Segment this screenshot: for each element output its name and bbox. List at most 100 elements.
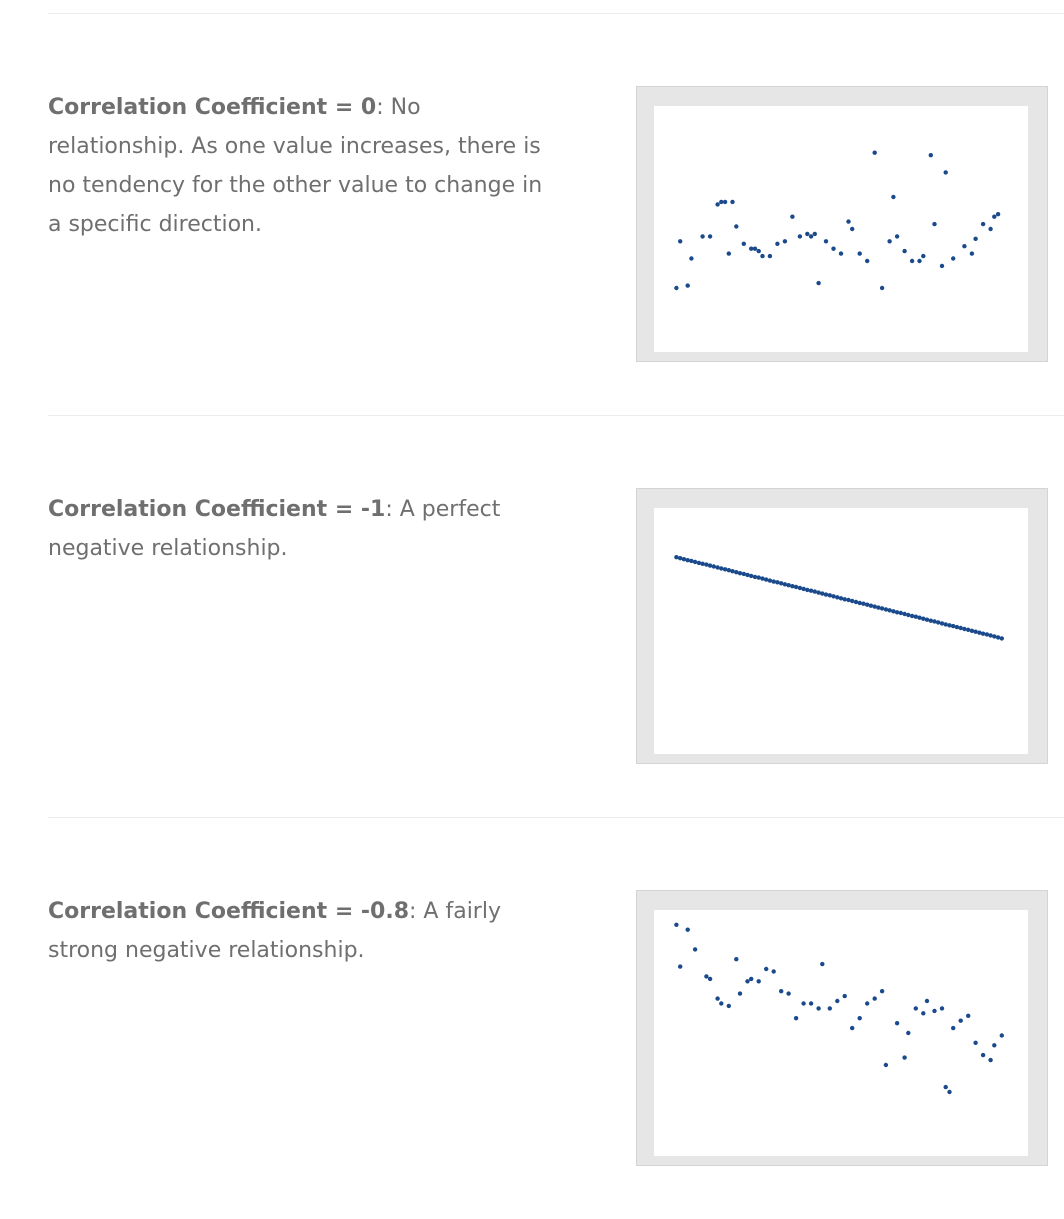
description-correlation-0: Correlation Coefficient = 0: No relation… — [48, 88, 558, 244]
scatter-point — [939, 263, 945, 269]
scatter-point — [722, 567, 728, 572]
scatter-point — [700, 561, 705, 566]
scatter-point — [749, 573, 754, 579]
scatter-point — [756, 979, 761, 984]
scatter-point — [872, 604, 877, 609]
scatter-point — [951, 1025, 956, 1031]
scatter-point — [902, 611, 907, 617]
scatter-point — [865, 602, 870, 607]
scatter-point — [980, 1052, 986, 1058]
scatter-point — [801, 1001, 806, 1006]
scatter-point — [823, 239, 829, 244]
scatter-point — [831, 594, 836, 599]
scatter-point — [835, 998, 840, 1004]
scatter-point — [988, 633, 993, 638]
top-divider — [48, 13, 1064, 14]
scatter-point — [966, 627, 971, 632]
scatter-point — [722, 199, 728, 205]
scatter-point — [689, 558, 694, 564]
scatter-point — [872, 150, 877, 155]
scatter-point — [790, 214, 795, 219]
scatter-point — [962, 626, 967, 632]
scatter-point — [969, 251, 975, 256]
scatter-point — [850, 598, 855, 604]
scatter-point — [921, 1011, 926, 1016]
scatter-point — [980, 221, 986, 227]
scatter-point — [719, 199, 724, 205]
scatter-point — [943, 1084, 948, 1090]
scatter-point — [913, 614, 918, 619]
scatter-point — [779, 581, 784, 586]
scatter-point — [689, 256, 694, 261]
scatter-point — [730, 569, 735, 574]
scatter-point — [685, 927, 690, 932]
scatter-point — [898, 610, 903, 616]
scatter-point — [973, 1040, 978, 1045]
scatter-point — [808, 1001, 814, 1006]
scatter-point — [868, 603, 874, 608]
scatter-point — [797, 234, 803, 239]
scatter-point — [924, 617, 930, 622]
scatter-point — [696, 560, 702, 566]
scatter-point — [745, 979, 750, 984]
section-correlation-minus-0-8: Correlation Coefficient = -0.8: A fairly… — [0, 817, 1064, 1219]
scatter-point — [797, 585, 803, 591]
scatter-point — [741, 241, 746, 246]
scatter-point — [872, 996, 877, 1001]
scatter-plot-correlation-minus-1 — [654, 508, 1028, 754]
scatter-point — [786, 583, 791, 588]
scatter-point — [857, 600, 862, 606]
scatter-point — [767, 578, 773, 583]
scatter-point — [823, 592, 829, 597]
scatter-point — [786, 991, 791, 996]
section-divider — [48, 415, 1064, 416]
scatter-point — [865, 258, 870, 264]
scatter-point — [827, 1006, 832, 1011]
scatter-point — [782, 239, 788, 244]
scatter-point — [756, 575, 761, 580]
scatter-point — [902, 1055, 907, 1060]
scatter-point — [943, 622, 948, 627]
scatter-point — [700, 234, 705, 239]
scatter-point — [816, 590, 821, 595]
scatter-point — [782, 582, 788, 587]
scatter-point — [973, 236, 978, 241]
scatter-point — [939, 1006, 945, 1011]
scatter-point — [726, 568, 731, 573]
coefficient-text: : A perfect negative relationship. — [48, 497, 501, 561]
coefficient-text: : A fairly strong negative relationship. — [48, 899, 501, 963]
scatter-point — [678, 964, 683, 969]
scatter-point — [771, 579, 776, 584]
scatter-point — [917, 258, 922, 264]
scatter-point — [932, 221, 937, 227]
scatter-point — [909, 613, 915, 619]
scatter-point — [906, 1030, 911, 1036]
scatter-point — [883, 607, 889, 612]
scatter-point — [707, 234, 713, 239]
scatter-point — [760, 576, 765, 581]
scatter-point — [812, 231, 817, 237]
scatter-point — [988, 1057, 993, 1063]
scatter-point — [951, 256, 956, 261]
coefficient-label: Correlation Coefficient = 0 — [48, 95, 377, 120]
scatter-point — [771, 969, 776, 974]
scatter-plot-correlation-minus-0-8 — [654, 910, 1028, 1156]
scatter-point — [984, 632, 990, 637]
scatter-point — [745, 572, 750, 578]
coefficient-label: Correlation Coefficient = -0.8 — [48, 899, 410, 924]
scatter-point — [992, 634, 997, 639]
scatter-point — [861, 601, 866, 606]
scatter-point — [992, 214, 997, 219]
description-correlation-minus-0-8: Correlation Coefficient = -0.8: A fairly… — [48, 892, 558, 970]
scatter-point — [737, 991, 743, 996]
scatter-point — [857, 251, 862, 256]
scatter-point — [947, 623, 952, 628]
scatter-point — [749, 246, 754, 251]
scatter-point — [879, 606, 885, 611]
scatter-point — [883, 1062, 889, 1068]
scatter-point — [857, 1016, 862, 1021]
scatter-point — [924, 998, 930, 1004]
scatter-point — [734, 957, 739, 962]
scatter-point — [734, 224, 739, 229]
scatter-point — [992, 1043, 997, 1048]
